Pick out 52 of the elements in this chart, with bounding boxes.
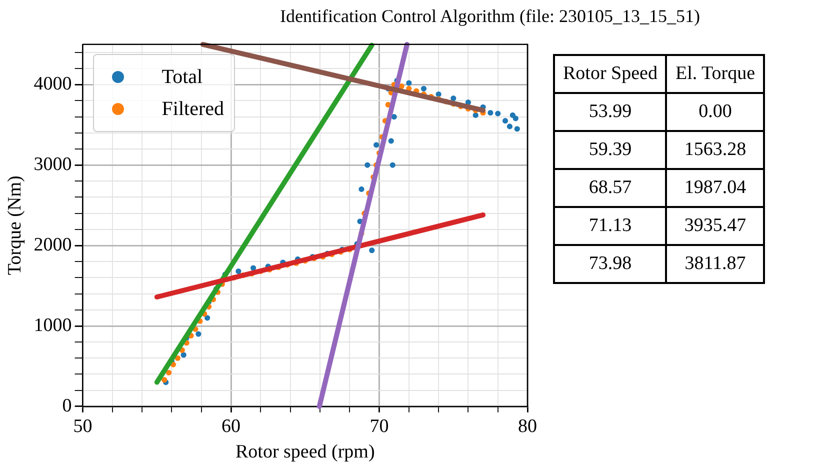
- y-tick-label: 2000: [34, 234, 72, 256]
- text: 1987.04: [684, 177, 746, 198]
- point: [406, 80, 412, 86]
- point: [436, 91, 442, 98]
- point: [162, 377, 168, 383]
- point: [465, 100, 472, 106]
- point: [369, 248, 375, 254]
- point: [180, 352, 186, 358]
- point: [510, 112, 516, 118]
- text: 3935.47: [684, 215, 746, 236]
- point: [502, 118, 508, 124]
- legend-label: Filtered: [162, 98, 224, 121]
- text: 0.00: [698, 101, 732, 122]
- point: [364, 162, 370, 168]
- point: [250, 265, 256, 271]
- point: [506, 124, 513, 130]
- x-tick-label: 80: [518, 416, 537, 437]
- point: [388, 138, 394, 144]
- y-tick-label: 4000: [34, 74, 72, 95]
- legend-label: Total: [162, 66, 203, 89]
- point: [196, 331, 202, 337]
- point: [495, 110, 501, 116]
- point: [358, 186, 364, 192]
- text: 68.57: [588, 177, 632, 198]
- point: [488, 110, 494, 116]
- point: [166, 370, 172, 376]
- y-axis-title: Torque (Nm): [4, 176, 26, 276]
- point: [374, 142, 380, 148]
- chart-title: Identification Control Algorithm (file: 230105_13_15_51): [279, 6, 701, 27]
- x-tick-label: 60: [222, 416, 241, 437]
- text: 73.98: [588, 253, 632, 274]
- category-label: Rotor Speed: [554, 55, 666, 93]
- x-tick-label: 70: [370, 416, 389, 437]
- point: [174, 355, 180, 361]
- text: 3811.87: [684, 253, 746, 274]
- y-tick-label: 1000: [34, 314, 72, 336]
- text: 71.13: [588, 215, 632, 236]
- point: [514, 126, 520, 132]
- point: [450, 96, 456, 102]
- point: [420, 86, 427, 92]
- point: [204, 315, 210, 321]
- x-axis-title: Rotor speed (rpm): [235, 442, 375, 463]
- y-tick-label: 0: [62, 395, 72, 416]
- point: [390, 162, 396, 168]
- category-label: El. Torque: [666, 55, 764, 93]
- point: [236, 268, 242, 274]
- x-tick-label: 50: [73, 416, 92, 437]
- text: 1563.28: [684, 139, 746, 160]
- y-tick-label: 3000: [34, 154, 72, 176]
- text: 53.99: [588, 101, 632, 122]
- text: 59.39: [588, 139, 632, 160]
- point: [472, 112, 478, 118]
